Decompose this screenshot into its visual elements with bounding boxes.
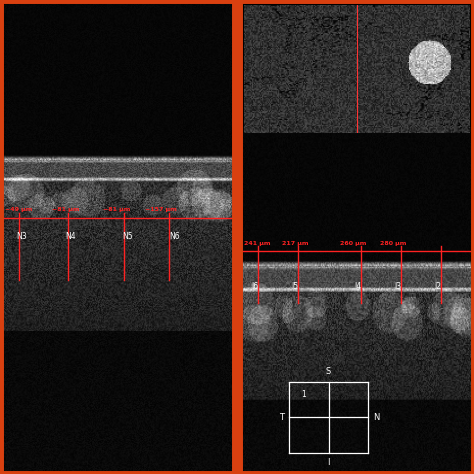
Text: I5: I5 [291, 282, 298, 291]
Text: N6: N6 [169, 232, 180, 241]
Text: ~157 μm: ~157 μm [146, 207, 177, 212]
Text: ~49 μm: ~49 μm [5, 207, 32, 212]
Text: 260 μm: 260 μm [340, 240, 366, 246]
Text: I6: I6 [251, 282, 258, 291]
Text: S: S [326, 367, 331, 376]
Text: ~81 μm: ~81 μm [103, 207, 131, 212]
Text: ~81 μm: ~81 μm [52, 207, 79, 212]
Text: 1: 1 [301, 390, 305, 399]
Text: I3: I3 [394, 282, 401, 291]
Text: I2: I2 [434, 282, 441, 291]
Text: I: I [327, 458, 330, 467]
Text: 280 μm: 280 μm [380, 240, 407, 246]
Text: N: N [374, 413, 380, 421]
Text: I4: I4 [355, 282, 362, 291]
Text: N4: N4 [66, 232, 76, 241]
Text: 241 μm: 241 μm [244, 240, 271, 246]
Text: 217 μm: 217 μm [282, 240, 308, 246]
Text: T: T [279, 413, 283, 421]
Text: N5: N5 [122, 232, 133, 241]
Text: N3: N3 [17, 232, 27, 241]
